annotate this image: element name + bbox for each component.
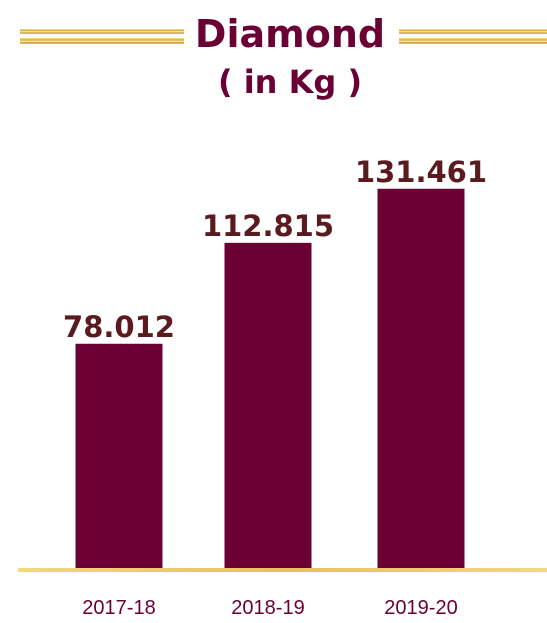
baseline (18, 568, 547, 572)
value-label-2018-19: 112.815 (202, 209, 334, 243)
chart-title: Diamond (195, 12, 385, 56)
bar-2019-20 (377, 188, 465, 570)
header-right-stripes (399, 29, 547, 44)
bars-group (75, 188, 465, 571)
chart-subtitle: ( in Kg ) (218, 63, 362, 101)
bar-2018-19 (224, 242, 312, 571)
x-tick-label-2018-19: 2018-19 (231, 597, 304, 619)
bar-2017-18 (75, 343, 163, 570)
header-left-stripes (20, 29, 184, 44)
x-tick-label-2019-20: 2019-20 (384, 597, 457, 619)
x-tick-labels-group: 2017-18 2018-19 2019-20 (82, 597, 457, 619)
value-labels-group: 78.012 112.815 131.461 (63, 155, 487, 344)
value-label-2019-20: 131.461 (355, 155, 487, 189)
x-tick-label-2017-18: 2017-18 (82, 597, 155, 619)
value-label-2017-18: 78.012 (63, 310, 175, 344)
